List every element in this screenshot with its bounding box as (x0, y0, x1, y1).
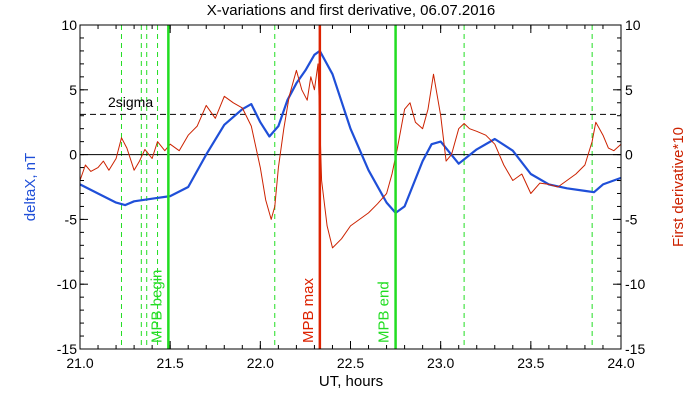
y-tick-label-left-5: 10 (61, 17, 77, 33)
x-tick-label-0: 21.0 (66, 355, 93, 371)
y-tick-label-right-3: 0 (625, 147, 633, 163)
threshold-label: 2sigma (108, 94, 153, 110)
series-line-derivative (79, 63, 622, 249)
y-tick-label-right-5: 10 (625, 17, 641, 33)
y-tick-label-left-0: -15 (57, 341, 77, 357)
x-tick-label-1: 21.5 (157, 355, 184, 371)
y-tick-label-left-1: -10 (57, 276, 77, 292)
series-line-deltaX (79, 49, 622, 214)
marker-label-2: MPB end (376, 281, 393, 343)
y-tick-label-right-1: -10 (625, 276, 645, 292)
x-tick-label-5: 23.5 (517, 355, 544, 371)
y-tick-label-right-2: -5 (625, 211, 638, 227)
y-axis-label-right: First derivative*10 (670, 127, 687, 247)
marker-label-1: MPB max (300, 277, 317, 343)
x-tick-label-4: 23.0 (427, 355, 454, 371)
x-axis-label: UT, hours (319, 373, 383, 390)
x-tick-label-6: 24.0 (607, 355, 634, 371)
x-tick-label-3: 22.5 (337, 355, 364, 371)
x-tick-label-2: 22.0 (247, 355, 274, 371)
marker-label-0: MPB begin (148, 270, 165, 343)
y-tick-label-left-4: 5 (69, 82, 77, 98)
y-axis-label-left: deltaX, nT (22, 153, 39, 221)
y-tick-label-left-3: 0 (69, 147, 77, 163)
chart-title: X-variations and first derivative, 06.07… (207, 2, 496, 19)
y-tick-label-left-2: -5 (65, 211, 78, 227)
y-tick-label-right-4: 5 (625, 82, 633, 98)
y-tick-label-right-0: -15 (625, 341, 645, 357)
plot-area: MPB begin MPB max MPB end 21.0 21.5 22.0 22.5 2… (57, 17, 646, 371)
